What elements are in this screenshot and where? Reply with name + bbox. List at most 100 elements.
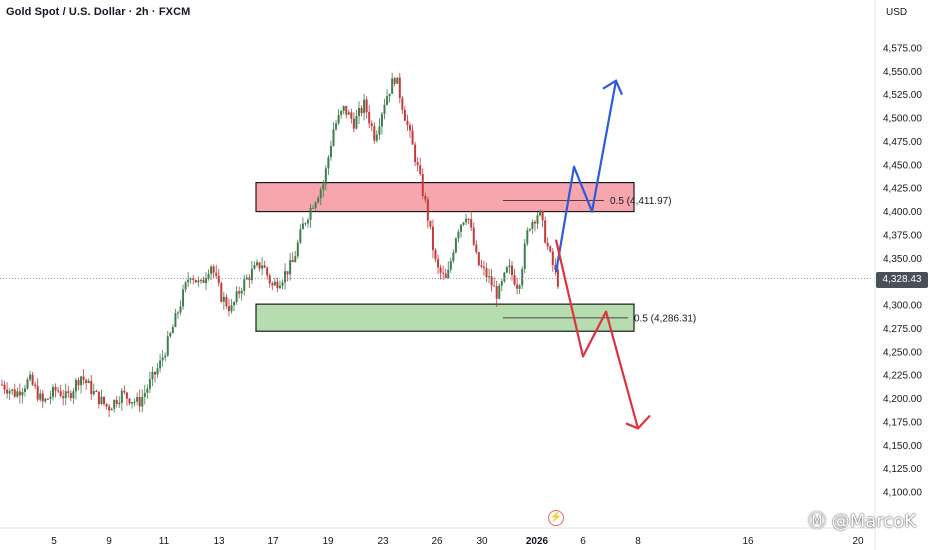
bearish-arrow-head — [625, 414, 651, 430]
candle-body — [365, 99, 368, 112]
currency-label[interactable]: USD — [886, 7, 908, 18]
candle-body — [526, 230, 529, 244]
y-tick-label: 4,500.00 — [883, 114, 922, 125]
candle-body — [268, 275, 271, 284]
y-tick-label: 4,225.00 — [883, 371, 922, 382]
candle-body — [391, 78, 394, 94]
x-tick-label: 19 — [322, 536, 334, 547]
candle-body — [189, 278, 192, 280]
candle-body — [77, 380, 80, 386]
candle-body — [319, 189, 322, 199]
candle-body — [113, 399, 116, 409]
candle-body — [431, 226, 434, 251]
candle-body — [375, 134, 378, 141]
candle-body — [477, 252, 480, 266]
candle-body — [324, 168, 327, 185]
candle-body — [360, 108, 363, 114]
candle-body — [429, 220, 432, 227]
candle-body — [411, 130, 414, 145]
candle-body — [266, 267, 269, 276]
x-tick-label: 2026 — [526, 536, 549, 547]
candle-body — [90, 380, 93, 395]
candle-body — [8, 390, 11, 394]
candle-body — [23, 388, 26, 392]
candle-body — [342, 105, 345, 111]
candle-body — [225, 296, 228, 307]
candle-body — [161, 357, 164, 361]
candle-body — [6, 389, 9, 394]
candle-body — [465, 218, 468, 223]
candle-body — [59, 391, 62, 397]
x-tick-label: 13 — [213, 536, 225, 547]
candle-body — [444, 273, 447, 279]
candle-body — [426, 199, 429, 221]
candle-body — [123, 390, 126, 393]
candle-body — [536, 215, 539, 224]
candle-body — [105, 403, 108, 407]
candle-body — [396, 77, 399, 84]
candle-body — [82, 376, 85, 380]
candle-body — [327, 157, 330, 169]
candle-body — [21, 391, 24, 396]
fib-level-label: 0.5 (4,286.31) — [634, 313, 696, 324]
y-tick-label: 4,175.00 — [883, 417, 922, 428]
candle-body — [401, 98, 404, 110]
candle-body — [386, 96, 389, 105]
candle-body — [335, 123, 338, 130]
candle-body — [480, 265, 483, 267]
candle-body — [296, 242, 299, 257]
x-tick-label: 6 — [580, 536, 586, 547]
chart-title: Gold Spot / U.S. Dollar · 2h · FXCM — [6, 6, 191, 18]
x-tick-label: 17 — [267, 536, 279, 547]
candle-body — [462, 222, 465, 225]
candle-body — [291, 259, 294, 263]
candle-body — [250, 268, 253, 281]
candle-body — [457, 231, 460, 239]
candle-body — [128, 398, 131, 404]
lightning-icon[interactable]: ⚡ — [548, 510, 564, 526]
candle-body — [488, 276, 491, 278]
candle-body — [482, 266, 485, 269]
candle-body — [554, 264, 557, 270]
candle-body — [215, 272, 218, 276]
candle-body — [449, 261, 452, 270]
y-tick-label: 4,300.00 — [883, 301, 922, 312]
candle-body — [31, 374, 34, 385]
candle-body — [383, 104, 386, 114]
candle-body — [148, 379, 151, 389]
candle-body — [546, 242, 549, 247]
candle-body — [151, 371, 154, 380]
candle-body — [97, 391, 100, 404]
candle-body — [332, 129, 335, 146]
candle-body — [49, 396, 52, 399]
candle-body — [182, 289, 185, 307]
x-tick-label: 5 — [51, 536, 57, 547]
candle-body — [284, 271, 287, 283]
candle-body — [240, 290, 243, 294]
x-tick-label: 9 — [106, 536, 112, 547]
candle-body — [409, 125, 411, 131]
candle-body — [414, 144, 417, 163]
candle-body — [39, 393, 42, 400]
candle-body — [41, 393, 44, 402]
y-tick-label: 4,200.00 — [883, 394, 922, 405]
candle-body — [217, 275, 220, 284]
candle-body — [370, 123, 373, 126]
candle-body — [57, 390, 60, 392]
y-tick-label: 4,400.00 — [883, 207, 922, 218]
candle-body — [125, 392, 128, 399]
fib-level-label: 0.5 (4,411.97) — [610, 196, 672, 207]
candle-body — [307, 219, 309, 224]
last-price-tag: 4,328.43 — [876, 272, 928, 288]
candle-body — [133, 401, 136, 403]
candle-body — [439, 267, 442, 273]
candle-body — [493, 285, 496, 287]
candle-body — [393, 78, 396, 84]
candle-body — [437, 259, 440, 268]
candle-body — [388, 93, 391, 97]
candle-body — [207, 273, 210, 279]
candle-body — [485, 268, 488, 278]
y-tick-label: 4,250.00 — [883, 347, 922, 358]
candle-body — [143, 392, 146, 397]
